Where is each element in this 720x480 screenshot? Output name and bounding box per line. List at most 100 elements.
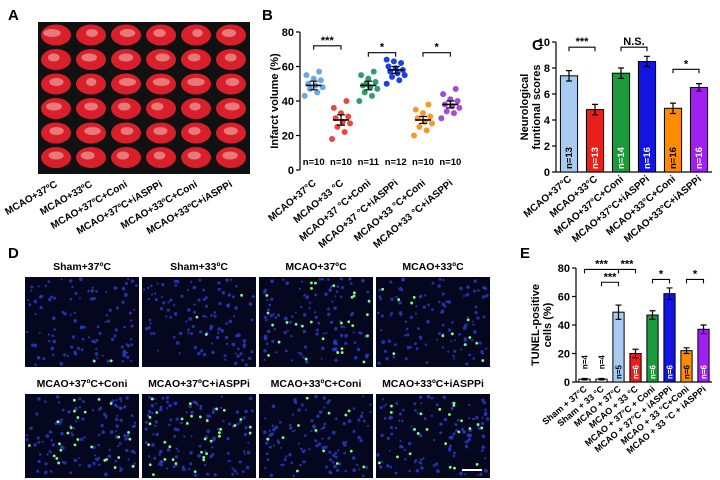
nucleus	[227, 459, 230, 462]
nucleus	[465, 444, 468, 447]
tunel-cell	[117, 456, 121, 459]
nucleus	[63, 312, 67, 316]
tunel-cell	[218, 431, 221, 435]
nucleus	[37, 440, 41, 444]
nucleus	[481, 295, 486, 299]
n-label: n=6	[666, 364, 675, 379]
nucleus	[407, 441, 412, 446]
nucleus	[332, 347, 336, 352]
tunel-cell	[347, 409, 351, 413]
tunel-cell	[460, 419, 463, 423]
slice-highlight	[224, 102, 240, 111]
tunel-cell	[475, 462, 479, 466]
nucleus	[369, 411, 372, 414]
nucleus	[79, 326, 84, 330]
nucleus	[369, 403, 372, 406]
tunel-cell	[347, 320, 351, 324]
nucleus	[212, 407, 216, 411]
nucleus	[120, 399, 123, 403]
nucleus	[114, 459, 118, 463]
nucleus	[217, 427, 220, 431]
tunel-cell	[281, 436, 285, 440]
nucleus	[338, 462, 342, 466]
nucleus	[147, 455, 151, 458]
nucleus	[308, 301, 312, 304]
tunel-cell	[389, 410, 393, 414]
error-bar	[615, 304, 622, 320]
nucleus	[485, 294, 489, 297]
nucleus	[187, 331, 190, 335]
tunel-cell	[349, 449, 353, 453]
nucleus	[251, 295, 255, 299]
nucleus	[63, 461, 67, 465]
nucleus	[229, 459, 232, 463]
nucleus	[197, 453, 201, 458]
nucleus	[69, 471, 73, 475]
nucleus	[353, 355, 358, 360]
nucleus	[197, 298, 201, 302]
nucleus	[38, 295, 42, 299]
nucleus	[203, 463, 207, 467]
nucleus	[118, 466, 122, 469]
nucleus	[420, 402, 423, 405]
nucleus	[264, 441, 269, 445]
nucleus	[273, 327, 277, 331]
nucleus	[130, 360, 133, 363]
nucleus	[151, 443, 155, 447]
nucleus	[269, 473, 274, 478]
nucleus	[38, 331, 41, 334]
nucleus	[129, 319, 133, 322]
tunel-cell	[366, 334, 369, 338]
nucleus	[472, 357, 475, 360]
nucleus	[263, 334, 268, 339]
tunel-cell	[453, 466, 456, 470]
nucleus	[193, 345, 198, 350]
tunel-cell	[188, 402, 192, 406]
nucleus	[441, 346, 445, 349]
y-tick-label: 20	[282, 131, 294, 143]
nucleus	[74, 352, 78, 356]
nucleus	[25, 330, 29, 334]
tunel-cell	[180, 417, 184, 421]
slice-highlight	[80, 151, 95, 160]
nucleus	[266, 308, 270, 312]
nucleus	[48, 339, 51, 343]
nucleus	[445, 300, 448, 303]
nucleus	[422, 457, 425, 460]
tunel-cell	[352, 291, 356, 295]
nucleus	[288, 452, 292, 457]
nucleus	[358, 468, 361, 471]
slice-highlight	[153, 29, 166, 37]
nucleus	[157, 349, 160, 352]
tunel-cell	[59, 448, 63, 452]
nucleus	[198, 330, 203, 334]
nucleus	[264, 466, 267, 470]
nucleus	[327, 399, 331, 403]
nucleus	[126, 355, 130, 359]
n-label: n=14	[616, 146, 627, 169]
panel-letter: E	[520, 245, 530, 262]
data-point	[438, 115, 445, 122]
nucleus	[272, 444, 276, 447]
error-bar	[618, 67, 624, 79]
y-axis-label: funtional scores	[531, 65, 543, 150]
nucleus	[96, 357, 99, 360]
nucleus	[447, 300, 451, 304]
nucleus	[268, 433, 272, 437]
nucleus	[298, 287, 302, 290]
tunel-cell	[57, 461, 61, 465]
y-tick-label: 80	[558, 263, 570, 275]
nucleus	[274, 425, 279, 430]
nucleus	[427, 303, 430, 307]
significance-label: *	[380, 42, 385, 54]
data-point	[440, 91, 447, 98]
nucleus	[231, 467, 234, 470]
nucleus	[386, 464, 390, 468]
nucleus	[344, 469, 347, 473]
nucleus	[366, 424, 370, 427]
significance-bracket	[568, 46, 596, 52]
tunel-cell	[215, 407, 219, 411]
nucleus	[51, 334, 55, 338]
tunel-cell	[127, 431, 130, 434]
nucleus	[443, 417, 448, 422]
